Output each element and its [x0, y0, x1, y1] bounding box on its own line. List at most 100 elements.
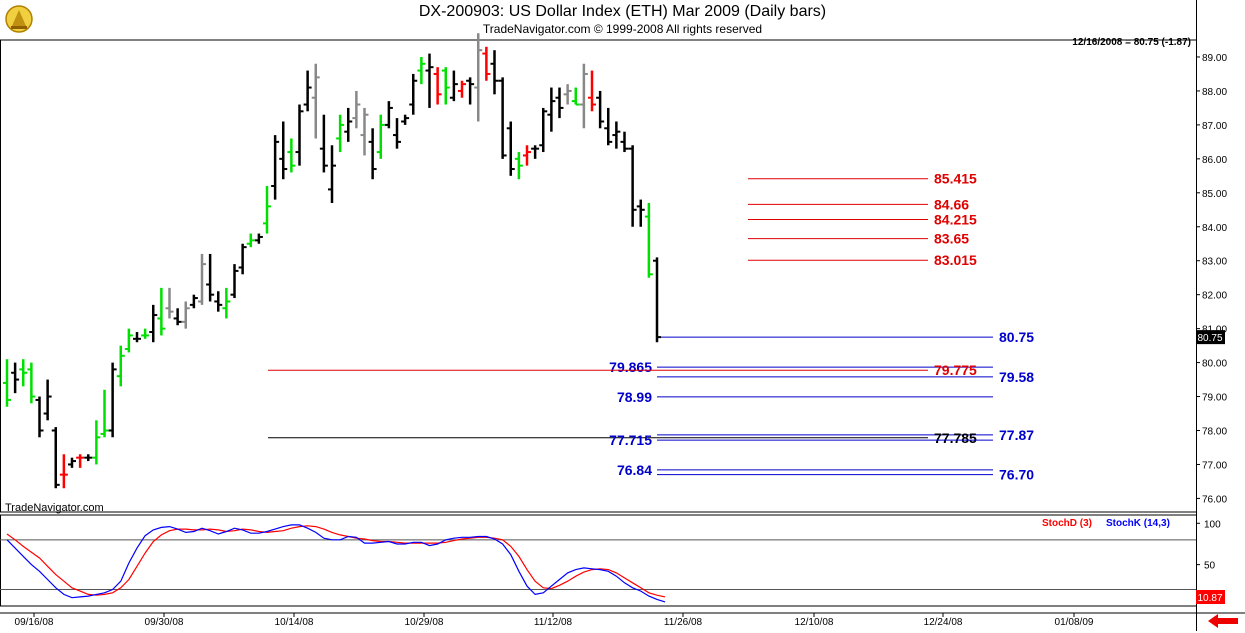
price-tick-label: 88.00 [1202, 87, 1227, 98]
last-quote: 12/16/2008 = 80.75 (-1.87) [1072, 37, 1191, 48]
value-tags: 80.75 10.87 [1196, 330, 1225, 605]
price-bar [628, 145, 637, 227]
price-bar [116, 345, 125, 387]
price-bar [531, 145, 540, 159]
price-bar [571, 87, 580, 106]
copyright-notice: TradeNavigator.com © 1999-2008 All right… [482, 22, 763, 36]
watermark: TradeNavigator.com [5, 502, 104, 514]
price-bar [206, 253, 215, 302]
price-bar [76, 454, 85, 468]
price-tick-label: 80.00 [1202, 359, 1227, 370]
price-bar [124, 328, 133, 353]
level-label: 78.99 [617, 389, 652, 405]
price-bar [514, 152, 523, 180]
date-label: 12/10/08 [795, 617, 834, 628]
level-label: 84.215 [934, 211, 977, 227]
price-bar [336, 114, 345, 153]
price-tick-label: 89.00 [1202, 53, 1227, 64]
date-label: 09/16/08 [15, 617, 54, 628]
price-bar [141, 328, 150, 339]
date-label: 11/26/08 [664, 617, 703, 628]
price-bar [303, 70, 312, 112]
stoch-tick-label: 100 [1204, 519, 1221, 530]
price-bar [490, 50, 499, 95]
price-bar [3, 359, 11, 407]
price-bar [644, 202, 653, 278]
price-bar [279, 121, 288, 180]
date-label: 10/29/08 [405, 617, 444, 628]
stoch-layer [6, 524, 666, 603]
date-label: 11/12/08 [534, 617, 573, 628]
price-axis: 76.0077.0078.0079.0080.0081.0082.0083.00… [1196, 53, 1227, 505]
price-bar [108, 362, 117, 438]
price-bar [149, 304, 158, 343]
date-label: 09/30/08 [145, 617, 184, 628]
price-tick-label: 79.00 [1202, 393, 1227, 404]
price-tick-label: 82.00 [1202, 291, 1227, 302]
stochk-legend: StochK (14,3) [1106, 518, 1170, 529]
price-bar [263, 186, 271, 234]
price-bar [100, 389, 109, 438]
level-label: 83.015 [934, 252, 977, 268]
level-label: 83.65 [934, 231, 969, 247]
price-bar [11, 362, 20, 394]
level-label: 84.66 [934, 196, 969, 212]
bars-layer [3, 33, 661, 489]
price-bar [401, 114, 410, 125]
price-bar [620, 131, 629, 153]
price-bar [43, 379, 52, 421]
price-bar [319, 114, 328, 173]
back-arrow-icon[interactable] [1208, 614, 1238, 633]
last-price-tag [1196, 330, 1225, 345]
stochd-legend: StochD (3) [1042, 518, 1092, 529]
date-axis: 09/16/08 09/30/08 10/14/08 10/29/08 11/12/08… [15, 613, 1094, 628]
price-tick-label: 76.00 [1202, 494, 1227, 505]
stoch-value-tag [1196, 590, 1225, 605]
price-bar [35, 396, 44, 438]
price-bar [51, 427, 60, 489]
price-bar [19, 359, 28, 387]
date-label: 12/24/08 [924, 617, 963, 628]
price-bar [441, 67, 450, 105]
price-bar [653, 257, 661, 343]
price-tick-label: 86.00 [1202, 155, 1227, 166]
price-bar [344, 107, 353, 142]
price-tick-label: 78.00 [1202, 427, 1227, 438]
level-label: 79.775 [934, 362, 977, 378]
price-bar [458, 80, 466, 98]
price-bar [328, 145, 336, 203]
level-label: 80.75 [999, 329, 1034, 345]
level-label: 77.715 [609, 432, 652, 448]
price-bar [409, 73, 418, 115]
level-label: 79.58 [999, 369, 1034, 385]
price-bar [214, 291, 223, 312]
price-bar [368, 128, 377, 180]
level-label: 79.865 [609, 359, 652, 375]
stoch-value-tag-label: 10.87 [1197, 593, 1222, 604]
price-bar [181, 301, 190, 329]
price-bar [238, 243, 247, 275]
price-bar [311, 63, 320, 139]
price-bar [222, 287, 231, 319]
price-bar [165, 287, 174, 319]
price-bar [189, 294, 198, 309]
stoch-legend: StochD (3) StochK (14,3) [1042, 518, 1170, 529]
stochk-line [6, 524, 666, 603]
price-bar [466, 77, 475, 105]
price-bar [506, 121, 515, 176]
price-bar [523, 145, 531, 166]
price-bar [271, 135, 280, 200]
price-bar [92, 420, 101, 465]
price-bar [474, 33, 483, 122]
level-label: 77.87 [999, 427, 1034, 443]
price-bar [295, 104, 304, 166]
level-label: 77.785 [934, 430, 977, 446]
date-label: 10/14/08 [275, 617, 314, 628]
price-bar [636, 199, 645, 227]
level-label: 76.70 [999, 467, 1034, 483]
price-bar [449, 70, 458, 102]
